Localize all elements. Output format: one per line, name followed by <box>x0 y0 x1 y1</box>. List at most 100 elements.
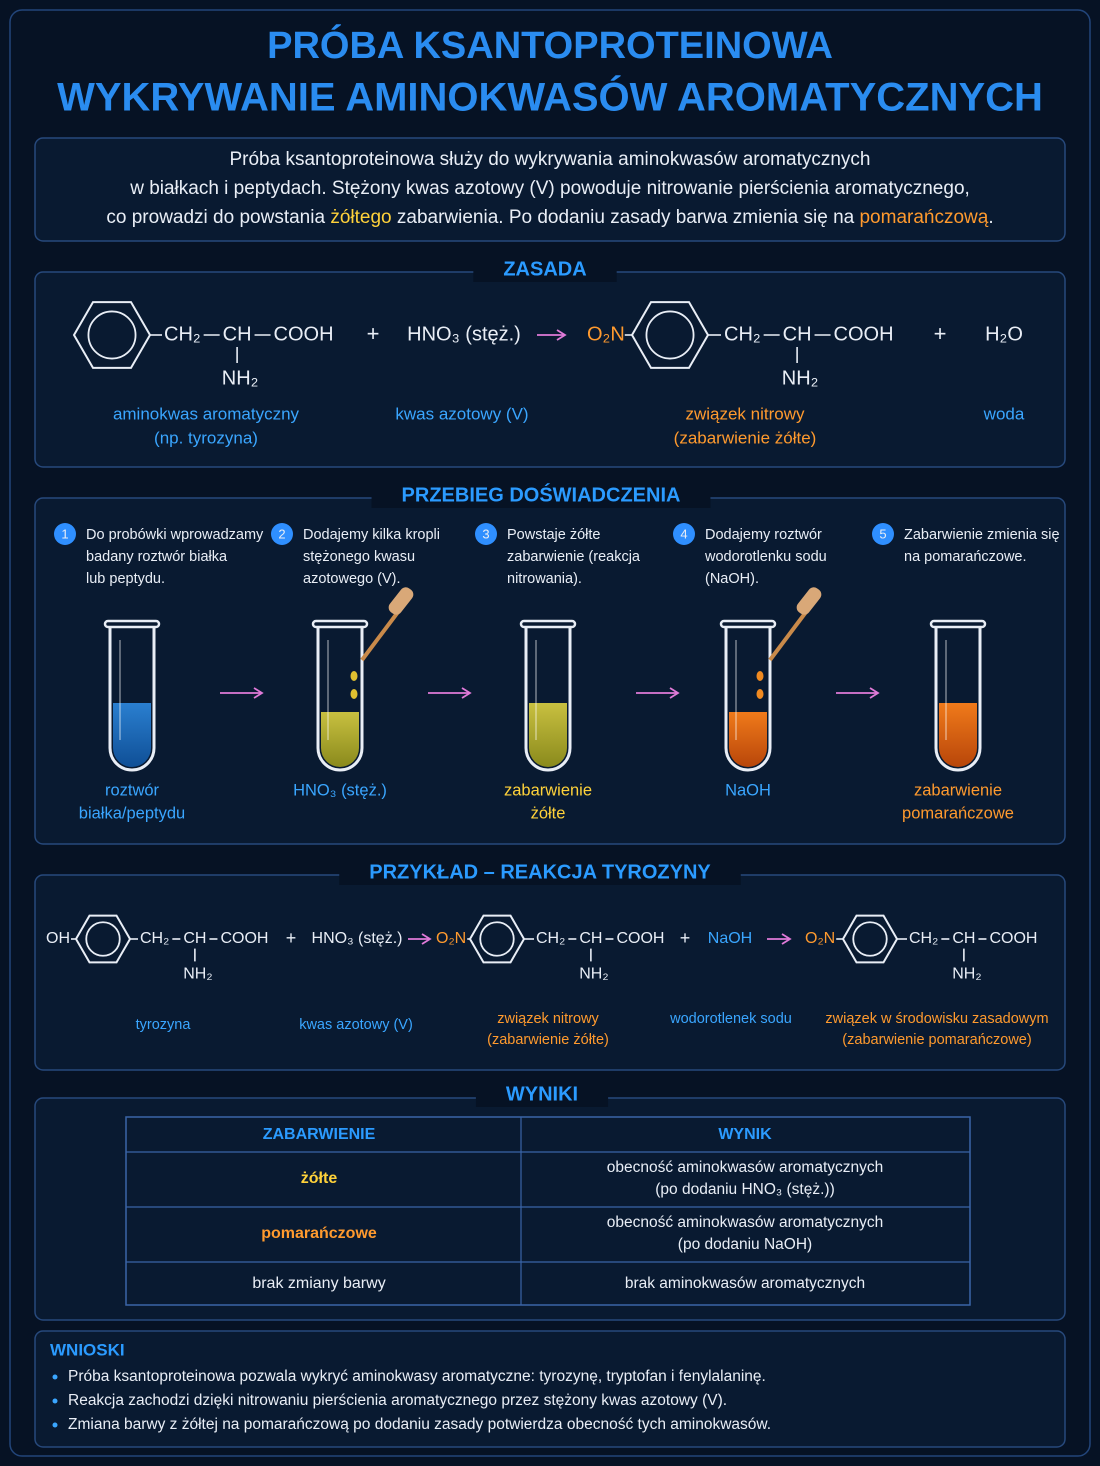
step-number: 5 <box>879 526 886 541</box>
compound-label: kwas azotowy (V) <box>395 404 528 423</box>
tube-liquid <box>113 703 151 767</box>
table-cell: (po dodaniu NaOH) <box>678 1236 812 1253</box>
plus-sign: + <box>680 928 691 948</box>
test-tube <box>108 626 156 772</box>
benzene-ring <box>630 301 710 369</box>
heading-gap <box>371 484 711 508</box>
tube-rim <box>719 619 777 629</box>
table-cell: żółte <box>301 1170 338 1187</box>
formula-group: CH₂ <box>164 323 201 345</box>
formula-group: CH <box>223 323 252 345</box>
nitro-group: O₂N <box>436 930 466 947</box>
formula-group: CH <box>783 323 812 345</box>
tube-label: roztwór <box>105 781 160 799</box>
step-text: (NaOH). <box>705 571 759 587</box>
compound-label: (zabarwienie żółte) <box>674 428 817 447</box>
compound-label: aminokwas aromatyczny <box>113 404 300 423</box>
step-badge <box>475 523 497 545</box>
test-tube <box>724 626 772 772</box>
table-cell: pomarańczowe <box>261 1225 377 1242</box>
section-panel <box>34 1330 1066 1448</box>
step-text: Do probówki wprowadzamy <box>86 527 264 543</box>
tube-rim <box>519 619 577 629</box>
test-tube <box>524 626 572 772</box>
intro-text: żółtego <box>330 207 391 228</box>
section-heading: WYNIKI <box>506 1083 578 1105</box>
hydroxyl-group: OH <box>46 930 70 947</box>
formula-group: NH₂ <box>222 367 259 389</box>
step-badge <box>673 523 695 545</box>
section-heading: WNIOSKI <box>50 1340 125 1359</box>
tube-liquid <box>939 703 977 767</box>
formula-group: NH₂ <box>579 965 608 982</box>
intro-text: w białkach i peptydach. Stężony kwas azo… <box>129 178 970 199</box>
benzene-ring <box>72 301 152 369</box>
intro-box <box>34 137 1066 242</box>
compound-label: związek nitrowy <box>497 1011 599 1027</box>
tube-label: NaOH <box>725 781 771 799</box>
intro-text: zabarwienia. Po dodaniu zasady barwa zmi… <box>392 207 860 228</box>
intro-text: pomarańczową <box>859 207 988 228</box>
outer-frame <box>9 9 1091 1457</box>
step-text: wodorotlenku sodu <box>704 549 827 565</box>
formula-group: NH₂ <box>183 965 212 982</box>
tube-rim <box>103 619 161 629</box>
section-heading: PRZEBIEG DOŚWIADCZENIA <box>402 482 681 506</box>
intro-text: . <box>988 207 993 228</box>
formula-group: CH₂ <box>724 323 761 345</box>
table-header: WYNIK <box>718 1126 772 1143</box>
step-text: stężonego kwasu <box>303 549 415 565</box>
table-cell: brak aminokwasów aromatycznych <box>625 1275 865 1292</box>
tube-label: HNO₃ (stęż.) <box>293 781 387 799</box>
results-table <box>125 1116 971 1306</box>
step-number: 3 <box>482 526 489 541</box>
arrow-head <box>421 933 432 945</box>
table-cell: obecność aminokwasów aromatycznych <box>607 1159 884 1176</box>
compound-label: (zabarwienie żółte) <box>487 1032 609 1048</box>
compound-label: kwas azotowy (V) <box>299 1017 413 1033</box>
benzene-ring <box>74 914 132 964</box>
dropper-bulb <box>388 587 414 615</box>
compound-label: tyrozyna <box>136 1017 192 1033</box>
title: PRÓBA KSANTOPROTEINOWA <box>267 23 833 67</box>
intro-line: w białkach i peptydach. Stężony kwas azo… <box>129 178 970 199</box>
table-cell: brak zmiany barwy <box>252 1275 385 1292</box>
formula-group: CH <box>952 930 975 947</box>
conclusion-item: Reakcja zachodzi dzięki nitrowaniu pierś… <box>68 1392 727 1409</box>
compound-label: (zabarwienie pomarańczowe) <box>842 1032 1031 1048</box>
reagent: NaOH <box>708 930 752 947</box>
formula-group: CH <box>579 930 602 947</box>
tube-label: zabarwienie <box>504 781 592 799</box>
step-text: badany roztwór białka <box>86 549 228 565</box>
formula-group: NH₂ <box>952 965 981 982</box>
tube-rim <box>929 619 987 629</box>
arrow-head <box>781 933 792 945</box>
bullet <box>52 1374 58 1380</box>
tube-liquid <box>729 712 767 767</box>
table-cell: obecność aminokwasów aromatycznych <box>607 1214 884 1231</box>
step-number: 1 <box>61 526 68 541</box>
heading-gap <box>475 1083 609 1107</box>
step-number: 4 <box>680 526 687 541</box>
step-text: azotowego (V). <box>303 571 401 587</box>
compound-label: wodorotlenek sodu <box>669 1011 792 1027</box>
intro-text: co prowadzi do powstania <box>106 207 330 228</box>
formula-group: CH₂ <box>140 930 169 947</box>
benzene-ring <box>841 914 899 964</box>
compound-label: (np. tyrozyna) <box>154 428 258 447</box>
dropper-tip <box>768 610 808 662</box>
step-text: lub peptydu. <box>86 571 165 587</box>
arrow-head <box>461 687 472 699</box>
drop <box>756 671 764 681</box>
step-text: Powstaje żółte <box>507 527 601 543</box>
benzene-ring <box>468 914 526 964</box>
formula-group: CH₂ <box>909 930 938 947</box>
dropper-bulb <box>796 587 822 615</box>
tube-label: żółte <box>531 804 566 822</box>
reagent: HNO₃ (stęż.) <box>407 323 521 345</box>
table-header: ZABARWIENIE <box>263 1126 376 1143</box>
formula-group: COOH <box>616 930 664 947</box>
step-text: nitrowania). <box>507 571 582 587</box>
heading-gap <box>339 861 741 885</box>
